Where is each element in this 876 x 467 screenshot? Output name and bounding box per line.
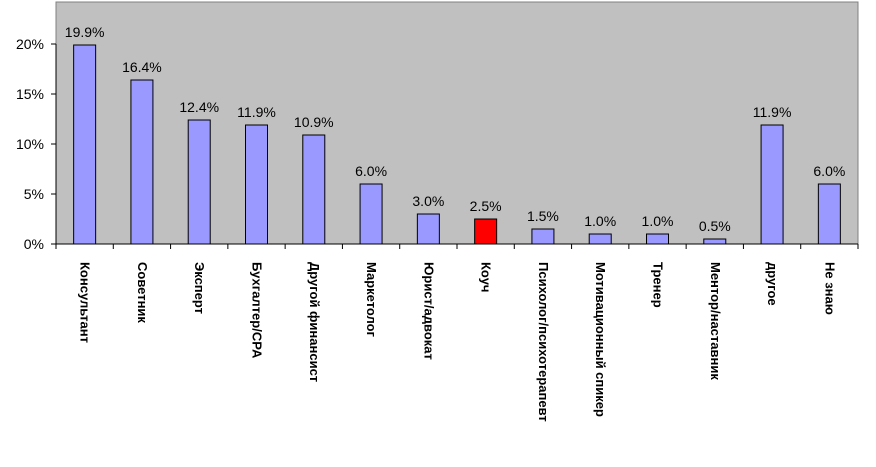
y-tick-label: 5% xyxy=(24,186,44,202)
bar xyxy=(359,183,383,245)
data-label: 0.5% xyxy=(699,218,731,234)
x-tick-label: Мотивационный спикер xyxy=(593,262,608,417)
x-tick-label: Бухгалтер/CPA xyxy=(250,262,265,359)
data-label: 16.4% xyxy=(122,59,162,75)
data-label: 10.9% xyxy=(294,114,334,130)
data-label: 11.9% xyxy=(237,104,276,120)
bar xyxy=(474,218,498,245)
y-tick-label: 0% xyxy=(24,236,44,252)
bars-group xyxy=(55,44,859,249)
bar xyxy=(187,119,211,245)
y-tick-label: 20% xyxy=(16,36,44,52)
bar xyxy=(760,124,784,245)
bar xyxy=(302,134,326,245)
bar xyxy=(646,233,669,245)
x-tick-label: Советник xyxy=(135,262,150,323)
data-label: 1.0% xyxy=(642,213,674,229)
data-labels-group: 19.9% 16.4% 12.4% 11.9% 10.9% 6.0% 3.0% 2.5% 1.5… xyxy=(65,24,846,234)
bar xyxy=(73,44,97,245)
data-label: 3.0% xyxy=(412,193,444,209)
bar xyxy=(531,228,555,245)
x-labels-group: Консультант Советник Эксперт Бухгалтер/CPA Д… xyxy=(78,262,838,422)
data-label: 1.5% xyxy=(527,208,559,224)
y-tick-label: 15% xyxy=(16,86,44,102)
bar xyxy=(416,213,440,245)
bar xyxy=(130,79,154,245)
data-label: 1.0% xyxy=(584,213,616,229)
plot-area xyxy=(55,1,859,245)
bar xyxy=(245,124,268,245)
x-tick-label: другое xyxy=(765,262,780,306)
x-tick-label: Не знаю xyxy=(822,262,837,315)
x-tick-label: Эксперт xyxy=(192,262,207,314)
bar xyxy=(817,183,841,245)
data-label: 6.0% xyxy=(813,163,845,179)
bar xyxy=(588,233,612,245)
data-label: 19.9% xyxy=(65,24,105,40)
x-tick-label: Ментор/наставник xyxy=(708,262,723,380)
x-tick-label: Психолог/психотерапевт xyxy=(536,262,551,422)
x-tick-label: Консультант xyxy=(78,262,93,343)
x-tick-label: Тренер xyxy=(651,262,666,308)
x-tick-label: Маркетолог xyxy=(364,262,379,338)
bar xyxy=(703,238,727,245)
data-label: 11.9% xyxy=(753,104,792,120)
y-tick-label: 10% xyxy=(16,136,44,152)
data-label: 6.0% xyxy=(355,163,387,179)
x-tick-label: Другой финансист xyxy=(307,262,322,382)
data-label: 2.5% xyxy=(470,198,502,214)
x-tick-label: Юрист/адвокат xyxy=(421,262,436,360)
x-tick-label: Коуч xyxy=(479,262,494,292)
data-label: 12.4% xyxy=(179,99,219,115)
